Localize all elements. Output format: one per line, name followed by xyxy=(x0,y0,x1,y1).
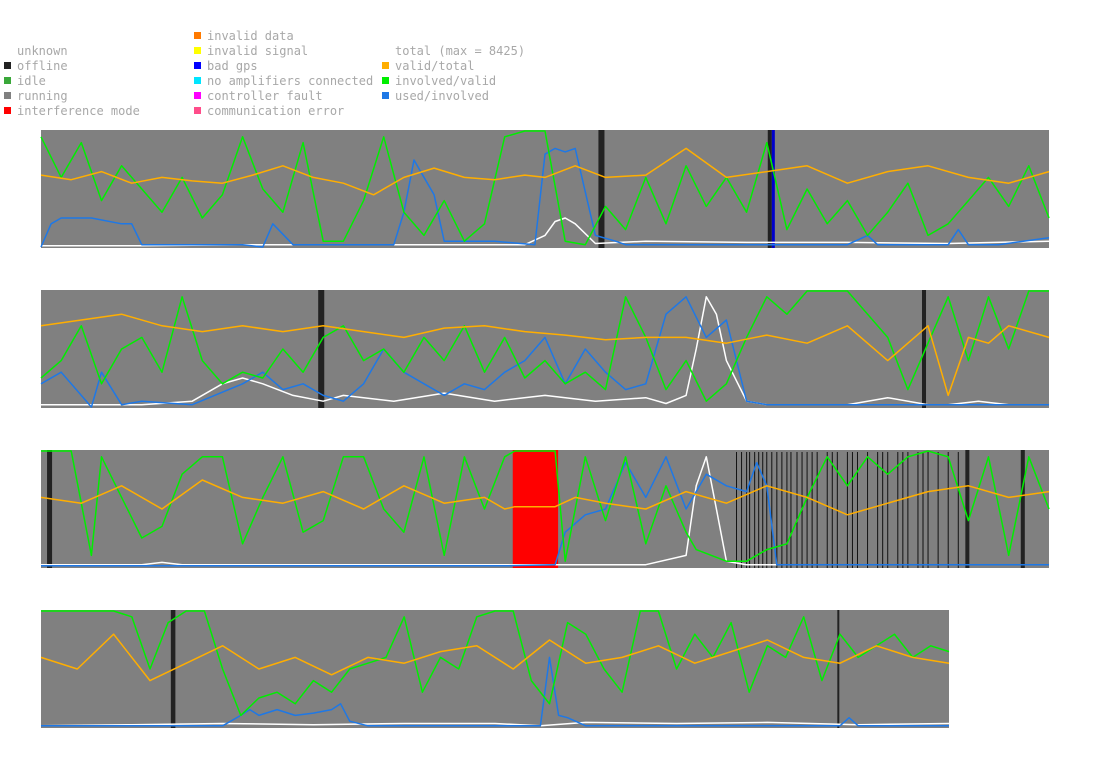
state-segment xyxy=(767,130,772,248)
legend-label: controller fault xyxy=(207,89,323,103)
legend-label: unknown xyxy=(17,44,68,58)
legend-label: communication error xyxy=(207,104,345,118)
state-segment xyxy=(965,450,970,568)
legend-label: idle xyxy=(17,74,46,88)
series-line-valid-total xyxy=(40,633,950,682)
series-line-valid-total xyxy=(40,479,1050,516)
state-segment xyxy=(598,130,605,248)
series-line-used-involved xyxy=(40,147,1050,248)
series-line-used-involved xyxy=(41,656,949,727)
series-line-involved-valid xyxy=(40,290,1049,402)
state-segment xyxy=(771,130,775,248)
legend-swatch xyxy=(4,92,11,99)
legend-label: no amplifiers connected xyxy=(207,74,374,88)
series-line-involved-valid xyxy=(41,450,1050,562)
legend-swatch xyxy=(194,62,201,69)
legend-swatch xyxy=(382,77,389,84)
legend-swatch xyxy=(382,62,389,69)
legend-label: involved/valid xyxy=(395,74,497,88)
legend-swatch xyxy=(382,47,389,54)
series-line-used-involved xyxy=(41,456,1049,567)
legend-label: invalid data xyxy=(207,29,294,43)
state-segment xyxy=(512,450,559,568)
legend-swatch xyxy=(4,107,11,114)
state-segment xyxy=(921,290,927,408)
legend-label: invalid signal xyxy=(207,44,309,58)
legend-label: bad gps xyxy=(207,59,258,73)
series-line-valid-total xyxy=(40,313,1050,397)
panel-background xyxy=(41,130,1049,248)
panel-background xyxy=(41,290,1049,408)
legend-swatch xyxy=(194,107,201,114)
chart-panel-2 xyxy=(40,290,1050,408)
chart-panel-3 xyxy=(40,450,1050,568)
state-segment xyxy=(837,610,840,728)
legend-label: interference mode xyxy=(17,104,140,118)
legend-label: running xyxy=(17,89,68,103)
series-line-involved-valid xyxy=(40,130,1050,246)
series-line-total xyxy=(40,721,950,727)
series-line-total xyxy=(41,296,1049,406)
state-segment xyxy=(1020,450,1025,568)
legend-swatch xyxy=(382,92,389,99)
legend-swatch xyxy=(4,77,11,84)
legend-swatch xyxy=(4,47,11,54)
legend-swatch xyxy=(194,92,201,99)
legend-label: valid/total xyxy=(395,59,475,73)
chart-panel-4 xyxy=(40,610,950,728)
series-line-involved-valid xyxy=(41,610,950,717)
panel-background xyxy=(41,610,949,728)
state-segment xyxy=(318,290,325,408)
legend-swatch xyxy=(4,62,11,69)
legend-label: total (max = 8425) xyxy=(395,44,526,58)
series-line-valid-total xyxy=(40,147,1050,196)
legend-swatch xyxy=(194,32,201,39)
legend-label: used/involved xyxy=(395,89,489,103)
series-line-used-involved xyxy=(40,296,1049,408)
chart-panel-1 xyxy=(40,130,1050,248)
legend-swatch xyxy=(194,77,201,84)
state-segment xyxy=(47,450,53,568)
legend-swatch xyxy=(194,47,201,54)
legend-label: offline xyxy=(17,59,68,73)
